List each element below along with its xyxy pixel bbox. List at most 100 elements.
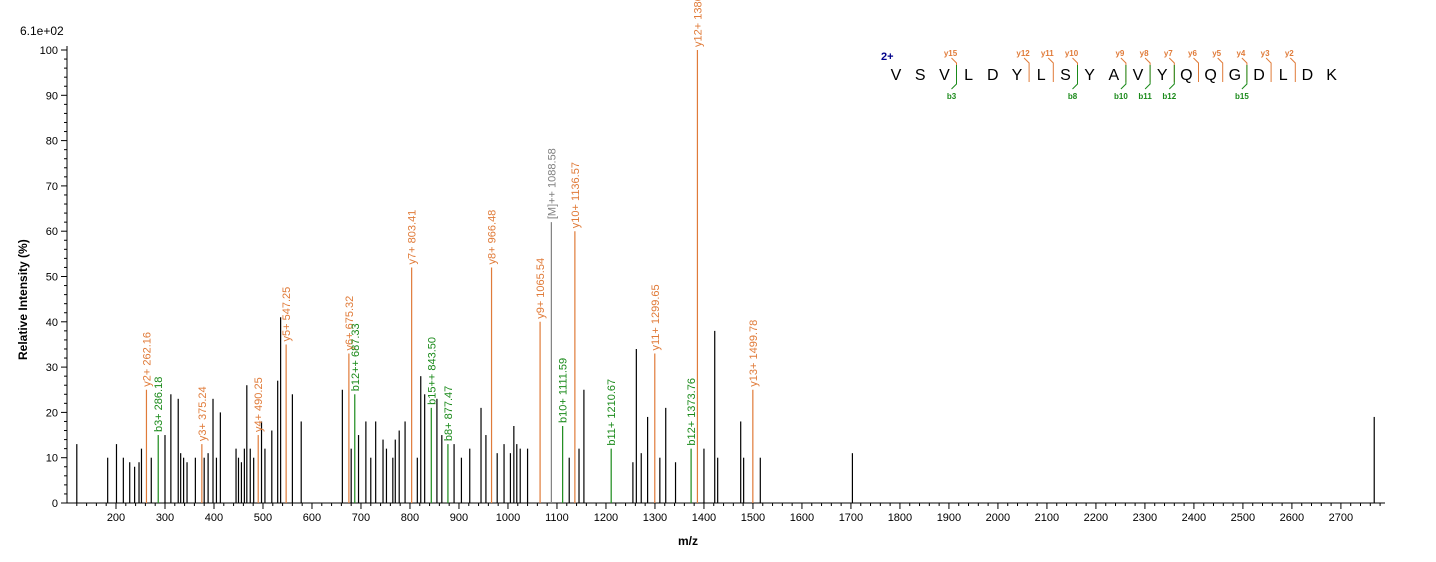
y-tick-label: 50 [46, 272, 58, 284]
sequence-residue: K [1326, 67, 1337, 84]
x-tick-label: 1300 [643, 512, 667, 524]
sequence-residue: Y [1157, 67, 1168, 84]
y-tick-label: 20 [46, 407, 58, 419]
x-tick-label: 2000 [986, 512, 1010, 524]
peak-label: b11+ 1210.67 [606, 379, 618, 446]
b-fragment-label: b11 [1138, 92, 1152, 101]
peak-label: y2+ 262.16 [141, 332, 153, 387]
b-fragment-mark [1072, 65, 1078, 90]
sequence-residue: L [1279, 67, 1288, 84]
x-tick-label: 1600 [790, 512, 814, 524]
sequence-residue: L [1037, 67, 1046, 84]
y-fragment-label: y5 [1212, 49, 1221, 58]
axes: 0 10 20 30 40 50 60 70 80 90 100 200 300 400 500 600 700… [40, 45, 1385, 524]
x-tick-label: 2400 [1182, 512, 1206, 524]
sequence-residue: V [939, 67, 950, 84]
b-fragment-label: b3 [947, 92, 957, 101]
y-tick-label: 90 [46, 90, 58, 102]
y-fragment-label: y15 [944, 49, 958, 58]
y-fragment-label: y11 [1041, 49, 1054, 58]
sequence-residue: S [1060, 67, 1071, 84]
y-tick-label: 100 [40, 45, 58, 57]
y-tick-label: 60 [46, 226, 58, 238]
y-fragment-mark [1241, 57, 1248, 82]
y-tick-label: 30 [46, 362, 58, 374]
sequence-residue: G [1229, 67, 1241, 84]
b-fragment-mark [1144, 65, 1151, 90]
peak-label: y11+ 1299.65 [650, 284, 662, 350]
intensity-scale-label: 6.1e+02 [20, 24, 64, 38]
peak-label: y8+ 966.48 [487, 210, 499, 265]
peak-label: y6+ 675.32 [344, 296, 356, 351]
x-tick-label: 1100 [545, 512, 569, 524]
x-tick-label: 1900 [937, 512, 961, 524]
sequence-residue: Q [1180, 67, 1192, 84]
x-axis-title: m/z [678, 534, 698, 548]
y-fragment-mark [1265, 57, 1272, 82]
y-fragment-mark [1023, 57, 1030, 82]
peak-label: b3+ 286.18 [153, 377, 165, 432]
x-tick-label: 1500 [741, 512, 765, 524]
y-tick-label: 40 [46, 317, 58, 329]
y-fragment-mark [951, 57, 957, 82]
b-fragment-mark [951, 65, 957, 90]
b-fragment-label: b8 [1068, 92, 1078, 101]
peak-label: b12++ 687.33 [350, 323, 362, 391]
x-tick-label: 2300 [1133, 512, 1157, 524]
peak-label: b8+ 877.47 [443, 386, 455, 441]
sequence-residue: D [1302, 67, 1314, 84]
y-tick-label: 80 [46, 136, 58, 148]
x-tick-label: 400 [205, 512, 223, 524]
peak-label: b12+ 1373.76 [686, 378, 698, 446]
peak-label: b10+ 1111.59 [558, 358, 570, 423]
x-tick-label: 2100 [1035, 512, 1059, 524]
peak-label: y13+ 1499.78 [748, 320, 760, 387]
y-fragment-label: y9 [1115, 49, 1124, 58]
x-tick-label: 800 [401, 512, 419, 524]
x-tick-label: 1000 [496, 512, 520, 524]
peak-label: [M]++ 1088.58 [546, 148, 558, 219]
peak-label: b15++ 843.50 [426, 337, 438, 405]
y-fragment-mark [1289, 57, 1296, 82]
b-fragment-label: b12 [1162, 92, 1176, 101]
x-tick-label: 2600 [1280, 512, 1304, 524]
x-tick-label: 1800 [888, 512, 912, 524]
y-fragment-label: y6 [1188, 49, 1197, 58]
peaks-group [76, 50, 1375, 503]
y-fragment-label: y7 [1164, 49, 1173, 58]
sequence-residue: V [891, 67, 902, 84]
peak-label: y7+ 803.41 [407, 210, 419, 265]
y-fragment-mark [1144, 57, 1151, 82]
y-fragment-label: y10 [1065, 49, 1079, 58]
charge-state-label: 2+ [881, 51, 894, 63]
y-fragment-label: y3 [1261, 49, 1270, 58]
peak-label: y3+ 375.24 [197, 386, 209, 441]
b-fragment-label: b15 [1235, 92, 1249, 101]
x-tick-label: 1700 [839, 512, 863, 524]
peak-label: y12+ 1386.67 [692, 0, 704, 47]
b-fragment-mark [1241, 65, 1248, 90]
y-fragment-mark [1193, 57, 1199, 82]
peak-label: y4+ 490.25 [253, 377, 265, 432]
y-fragment-label: y4 [1236, 49, 1245, 58]
y-tick-label: 0 [52, 498, 58, 510]
x-tick-label: 300 [156, 512, 174, 524]
x-tick-label: 2500 [1231, 512, 1255, 524]
y-fragment-mark [1120, 57, 1127, 82]
peak-label: y9+ 1065.54 [535, 258, 547, 319]
x-tick-label: 1200 [594, 512, 618, 524]
sequence-residue: Y [1012, 67, 1023, 84]
sequence-residue: V [1133, 67, 1144, 84]
x-tick-label: 200 [107, 512, 125, 524]
y-tick-label: 10 [46, 453, 58, 465]
y-fragment-mark [1047, 57, 1054, 82]
y-fragment-mark [1168, 57, 1175, 82]
peak-label: y5+ 547.25 [281, 287, 293, 342]
y-fragment-label: y2 [1285, 49, 1294, 58]
sequence-residue: D [1253, 67, 1265, 84]
x-tick-label: 900 [450, 512, 468, 524]
sequence-residue: Y [1084, 67, 1095, 84]
b-fragment-label: b10 [1114, 92, 1128, 101]
